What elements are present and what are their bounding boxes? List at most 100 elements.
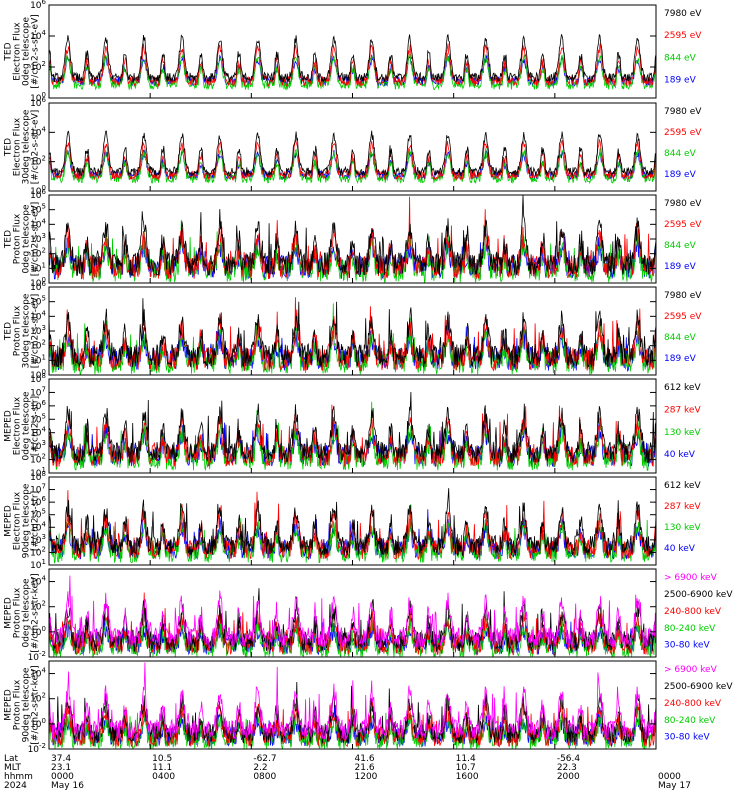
- x-row-label: hhmm: [4, 772, 33, 782]
- legend-entry: 30-80 keV: [664, 733, 710, 743]
- x-tick-label: May 17: [658, 781, 691, 791]
- legend-entry: 80-240 keV: [664, 716, 716, 726]
- legend-entry: 844 eV: [664, 53, 697, 63]
- series-line-2500-6900-kev: [48, 588, 657, 652]
- legend-entry: 2500-6900 keV: [664, 682, 733, 692]
- x-tick-label: 11.1: [152, 763, 172, 773]
- legend-entry: 189 eV: [664, 354, 697, 364]
- y-axis-label: [#/cm2-s-str-eV]: [31, 14, 41, 89]
- x-row-label: Lat: [4, 754, 19, 764]
- series-line--6900-kev: [48, 575, 657, 650]
- y-axis-label: MEPED: [4, 689, 14, 721]
- y-axis-label: Electron Flux: [13, 491, 23, 550]
- x-tick-label: 1600: [456, 772, 479, 782]
- y-axis-label: MEPED: [4, 597, 14, 629]
- y-axis-label: MEPED: [4, 505, 14, 537]
- legend-entry: 240-800 keV: [664, 699, 722, 709]
- y-axis-label: TED: [4, 230, 14, 249]
- x-tick-label: 23.1: [51, 763, 71, 773]
- legend-entry: 30-80 keV: [664, 641, 710, 651]
- x-tick-label: 2.2: [253, 763, 267, 773]
- y-axis-label: TED: [4, 322, 14, 341]
- y-axis-label: TED: [4, 138, 14, 157]
- x-tick-label: -62.7: [253, 754, 276, 764]
- x-tick-label: May 16: [51, 781, 84, 791]
- x-tick-label: 1200: [355, 772, 378, 782]
- x-tick-label: 2000: [557, 772, 580, 782]
- y-axis-label: 0deg telescope: [22, 391, 32, 461]
- series-line-612-kev: [48, 488, 657, 557]
- x-tick-label: 10.7: [456, 763, 476, 773]
- legend-entry: 612 keV: [664, 383, 701, 393]
- legend-entry: 7980 eV: [664, 9, 702, 19]
- y-axis-label: Electron Flux: [13, 396, 23, 455]
- legend-entry: 287 keV: [664, 502, 701, 512]
- y-axis-label: Electron Flux: [13, 22, 23, 81]
- x-tick-label: 10.5: [152, 754, 172, 764]
- x-tick-label: 11.4: [456, 754, 476, 764]
- x-tick-label: 0800: [253, 772, 276, 782]
- plot-frame: [48, 4, 657, 99]
- legend-entry: 7980 eV: [664, 107, 702, 117]
- y-axis-label: Proton Flux: [13, 305, 23, 356]
- series-line-130-kev: [48, 401, 657, 471]
- legend-entry: 612 keV: [664, 481, 701, 491]
- legend-entry: 189 eV: [664, 262, 697, 272]
- y-axis-label: 30deg telescope: [22, 293, 32, 368]
- y-axis-label: Proton Flux: [13, 213, 23, 264]
- x-row-label: 2024: [4, 781, 27, 791]
- y-axis-label: 90deg telescope: [22, 483, 32, 558]
- legend-entry: 7980 eV: [664, 199, 702, 209]
- y-axis-label: Proton Flux: [13, 679, 23, 730]
- series-line-612-kev: [48, 391, 657, 463]
- legend-entry: 2595 eV: [664, 128, 702, 138]
- y-axis-label: 0deg telescope: [22, 204, 32, 274]
- y-axis-label: 0deg telescope: [22, 17, 32, 87]
- x-tick-label: 41.6: [355, 754, 375, 764]
- x-tick-label: 0000: [658, 772, 681, 782]
- legend-entry: 189 eV: [664, 75, 697, 85]
- y-axis-label: 90deg telescope: [22, 667, 32, 742]
- legend-entry: 2500-6900 keV: [664, 590, 733, 600]
- y-tick-label: 106: [30, 0, 46, 11]
- x-tick-label: 21.6: [355, 763, 375, 773]
- legend-entry: > 6900 keV: [664, 665, 718, 675]
- legend-entry: 2595 eV: [664, 220, 702, 230]
- y-axis-label: [#/cm2-s-str-eV]: [31, 202, 41, 277]
- legend-entry: 844 eV: [664, 333, 697, 343]
- series-line-7980-ev: [48, 130, 657, 178]
- y-axis-label: [#/cm2-s-str-keV]: [31, 573, 41, 652]
- legend-entry: 844 eV: [664, 241, 697, 251]
- y-axis-label: TED: [4, 42, 14, 61]
- legend-entry: 844 eV: [664, 149, 697, 159]
- legend-entry: 287 keV: [664, 405, 701, 415]
- y-axis-label: MEPED: [4, 410, 14, 442]
- y-axis-label: [#/cm2-s-str-keV]: [31, 665, 41, 744]
- series-line-7980-ev: [48, 298, 657, 368]
- y-axis-label: Proton Flux: [13, 587, 23, 638]
- y-axis-label: [#/cm2-s-str]: [31, 396, 41, 456]
- x-tick-label: -56.4: [557, 754, 581, 764]
- legend-entry: 40 keV: [664, 544, 696, 554]
- legend-entry: 80-240 keV: [664, 624, 716, 634]
- series-line-844-ev: [48, 147, 657, 185]
- series-line-7980-ev: [48, 194, 657, 277]
- legend-entry: 40 keV: [664, 450, 696, 460]
- y-tick-label: 101: [30, 558, 46, 571]
- y-axis-label: Electron Flux: [13, 117, 23, 176]
- x-tick-label: 0400: [152, 772, 175, 782]
- y-axis-label: [#/cm2-s-str]: [31, 491, 41, 551]
- series-line-2595-ev: [48, 138, 657, 181]
- series-line-2595-ev: [48, 196, 657, 280]
- x-row-label: MLT: [4, 763, 22, 773]
- legend-entry: 2595 eV: [664, 31, 702, 41]
- legend-entry: 130 keV: [664, 428, 701, 438]
